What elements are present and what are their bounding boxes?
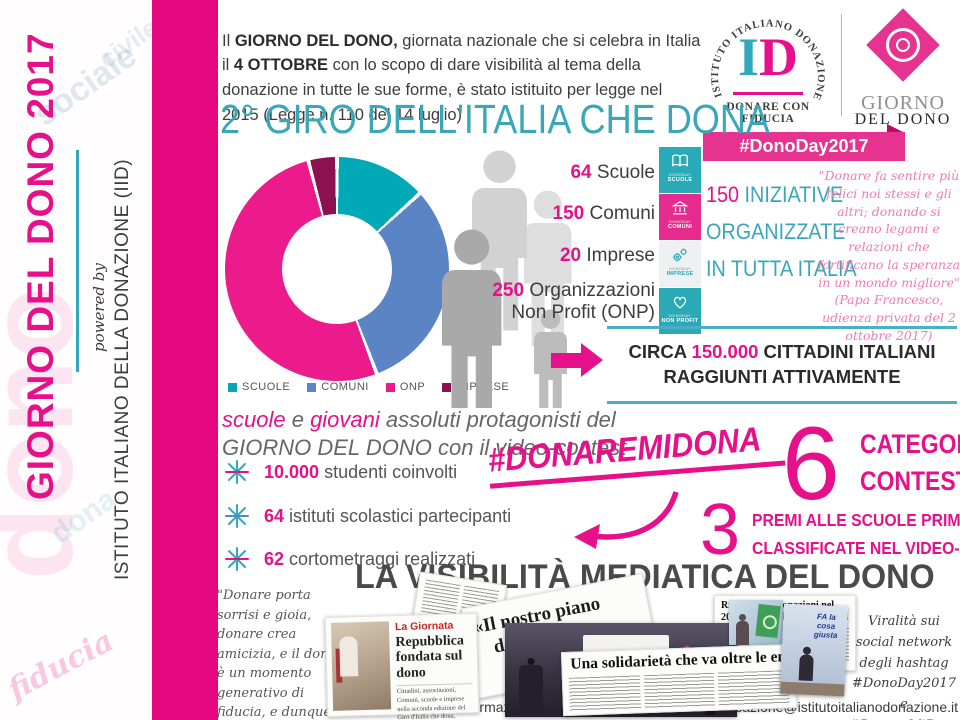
legend-swatch-comuni	[307, 382, 317, 392]
tv-guest-silhouette	[798, 654, 814, 681]
iid-arc-text: ISTITUTO ITALIANO DONAZIONE	[710, 18, 825, 102]
donut-chart	[225, 157, 449, 381]
divider-line	[607, 326, 957, 329]
papa-francesco-quote: "Donare fa sentire più felici noi stessi…	[817, 168, 960, 343]
sidebar-divider	[76, 150, 79, 372]
stat-scuole: 64 Scuole	[570, 162, 655, 183]
logo-divider	[841, 14, 842, 116]
legend-swatch-scuole	[228, 382, 237, 392]
sidebar-title: GIORNO DEL DONO 2017	[20, 32, 61, 500]
asterisk-icon	[225, 547, 249, 571]
gdd-logo-line2: DEL DONO	[854, 111, 952, 128]
mattarella-quote: "Donare porta sorrisi e gioia, donare cr…	[217, 588, 337, 720]
powered-by-label: powered by	[90, 263, 108, 352]
tv-screenshot-fa-la-cosa-giusta: FA la cosa giusta	[780, 603, 848, 697]
legend-item: ONP	[385, 381, 425, 393]
badge-scuole: DONODAY SCUOLE	[659, 147, 701, 193]
virality-note: Viralità sui social network degli hashta…	[849, 614, 960, 720]
iniziative-counter: 150 INIZIATIVE ORGANIZZATE IN TUTTA ITAL…	[706, 182, 857, 281]
stat-imprese: 20 Imprese	[559, 245, 655, 266]
intro-paragraph: Il GIORNO DEL DONO, giornata nazionale c…	[222, 31, 701, 124]
category-badges: DONODAY SCUOLE DONODAY COMUNI DONODAY IM…	[659, 147, 701, 335]
chart-legend: SCUOLE COMUNI ONP IMPRESE	[228, 381, 509, 393]
prizes-label: PREMI ALLE SCUOLE PRIME CLASSIFICATE NEL…	[752, 510, 960, 558]
sidebar-accent-bar	[152, 0, 218, 720]
tv-graphic	[755, 603, 781, 639]
iid-tagline: DONARE CON FIDUCIA	[726, 101, 810, 125]
badge-comuni: DONODAY COMUNI	[659, 194, 701, 240]
people-silhouettes	[442, 150, 572, 408]
newspaper-clip-la-giornata: La Giornata Repubblica fondata sul dono …	[324, 613, 480, 720]
asterisk-icon	[225, 460, 249, 484]
badge-imprese: DONODAY IMPRESE	[659, 241, 701, 287]
legend-item: COMUNI	[307, 381, 369, 393]
heart-icon	[673, 296, 687, 309]
bank-icon	[671, 200, 689, 215]
legend-swatch-onp	[385, 382, 395, 392]
gears-icon	[673, 248, 687, 262]
gdd-logo-line1: GIORNO	[861, 92, 945, 114]
asterisk-icon	[225, 504, 249, 528]
newspaper-clip-solidarieta: Una solidarietà che va oltre le emergenz…	[560, 643, 798, 717]
book-icon	[672, 154, 688, 167]
pope-photo	[330, 621, 392, 711]
curved-arrow-icon	[574, 491, 679, 549]
iid-monogram: ID	[737, 27, 798, 87]
organization-label: ISTITUTO ITALIANO DELLA DONAZIONE (IID)	[112, 158, 133, 580]
stat-comuni: 150 Comuni	[552, 203, 655, 224]
divider-line	[607, 401, 957, 404]
prizes-count: 3	[700, 490, 741, 570]
legend-item: SCUOLE	[228, 381, 290, 393]
iid-logo: ISTITUTO ITALIANO DONAZIONE ID DONARE CO…	[700, 4, 836, 130]
reach-statement: CIRCA 150.000 CITTADINI ITALIANI RAGGIUN…	[628, 341, 936, 387]
watermark-word: fiducia	[2, 623, 120, 708]
categories-label: CATEGORIE CONTEST	[860, 429, 960, 496]
tv-screenshot-scuole	[729, 600, 783, 645]
main-title: 2° GIRO DELL'ITALIA CHE DONA	[220, 96, 770, 142]
legend-swatch-imprese	[442, 382, 452, 392]
donoday-ribbon: #DonoDay2017	[703, 124, 905, 161]
iid-logo-rule	[733, 92, 803, 95]
audience-silhouette	[519, 665, 543, 717]
papa-quote-attribution: (Papa Francesco, udienza privata del 2 o…	[822, 292, 956, 343]
stat-onp: 250 Organizzazioni Non Profit (ONP)	[492, 280, 655, 323]
right-arrow-icon	[551, 343, 603, 377]
tv-presenter-silhouette	[736, 614, 749, 645]
bullet-istituti: 64 istituti scolastici partecipanti	[224, 503, 511, 529]
diamond-knot-icon	[866, 8, 940, 82]
bullet-studenti: 10.000 studenti coinvolti	[224, 459, 457, 485]
categories-count: 6	[782, 406, 840, 522]
bullet-cortometraggi: 62 cortometraggi realizzati	[224, 546, 475, 572]
giorno-del-dono-logo: GIORNO DEL DONO	[848, 6, 958, 130]
protagonisti-statement: scuole e giovani assoluti protagonisti d…	[222, 407, 627, 461]
